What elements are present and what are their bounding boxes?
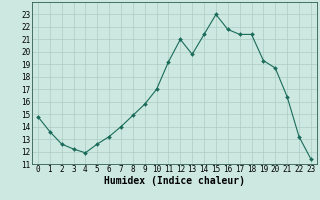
X-axis label: Humidex (Indice chaleur): Humidex (Indice chaleur) bbox=[104, 176, 245, 186]
